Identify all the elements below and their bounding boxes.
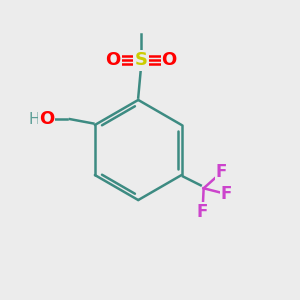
Text: S: S: [135, 51, 148, 69]
Text: H: H: [28, 112, 40, 127]
Text: O: O: [106, 51, 121, 69]
Text: F: F: [220, 185, 231, 203]
Text: F: F: [196, 203, 208, 221]
Text: O: O: [39, 110, 54, 128]
Text: O: O: [161, 51, 177, 69]
Text: F: F: [216, 163, 227, 181]
